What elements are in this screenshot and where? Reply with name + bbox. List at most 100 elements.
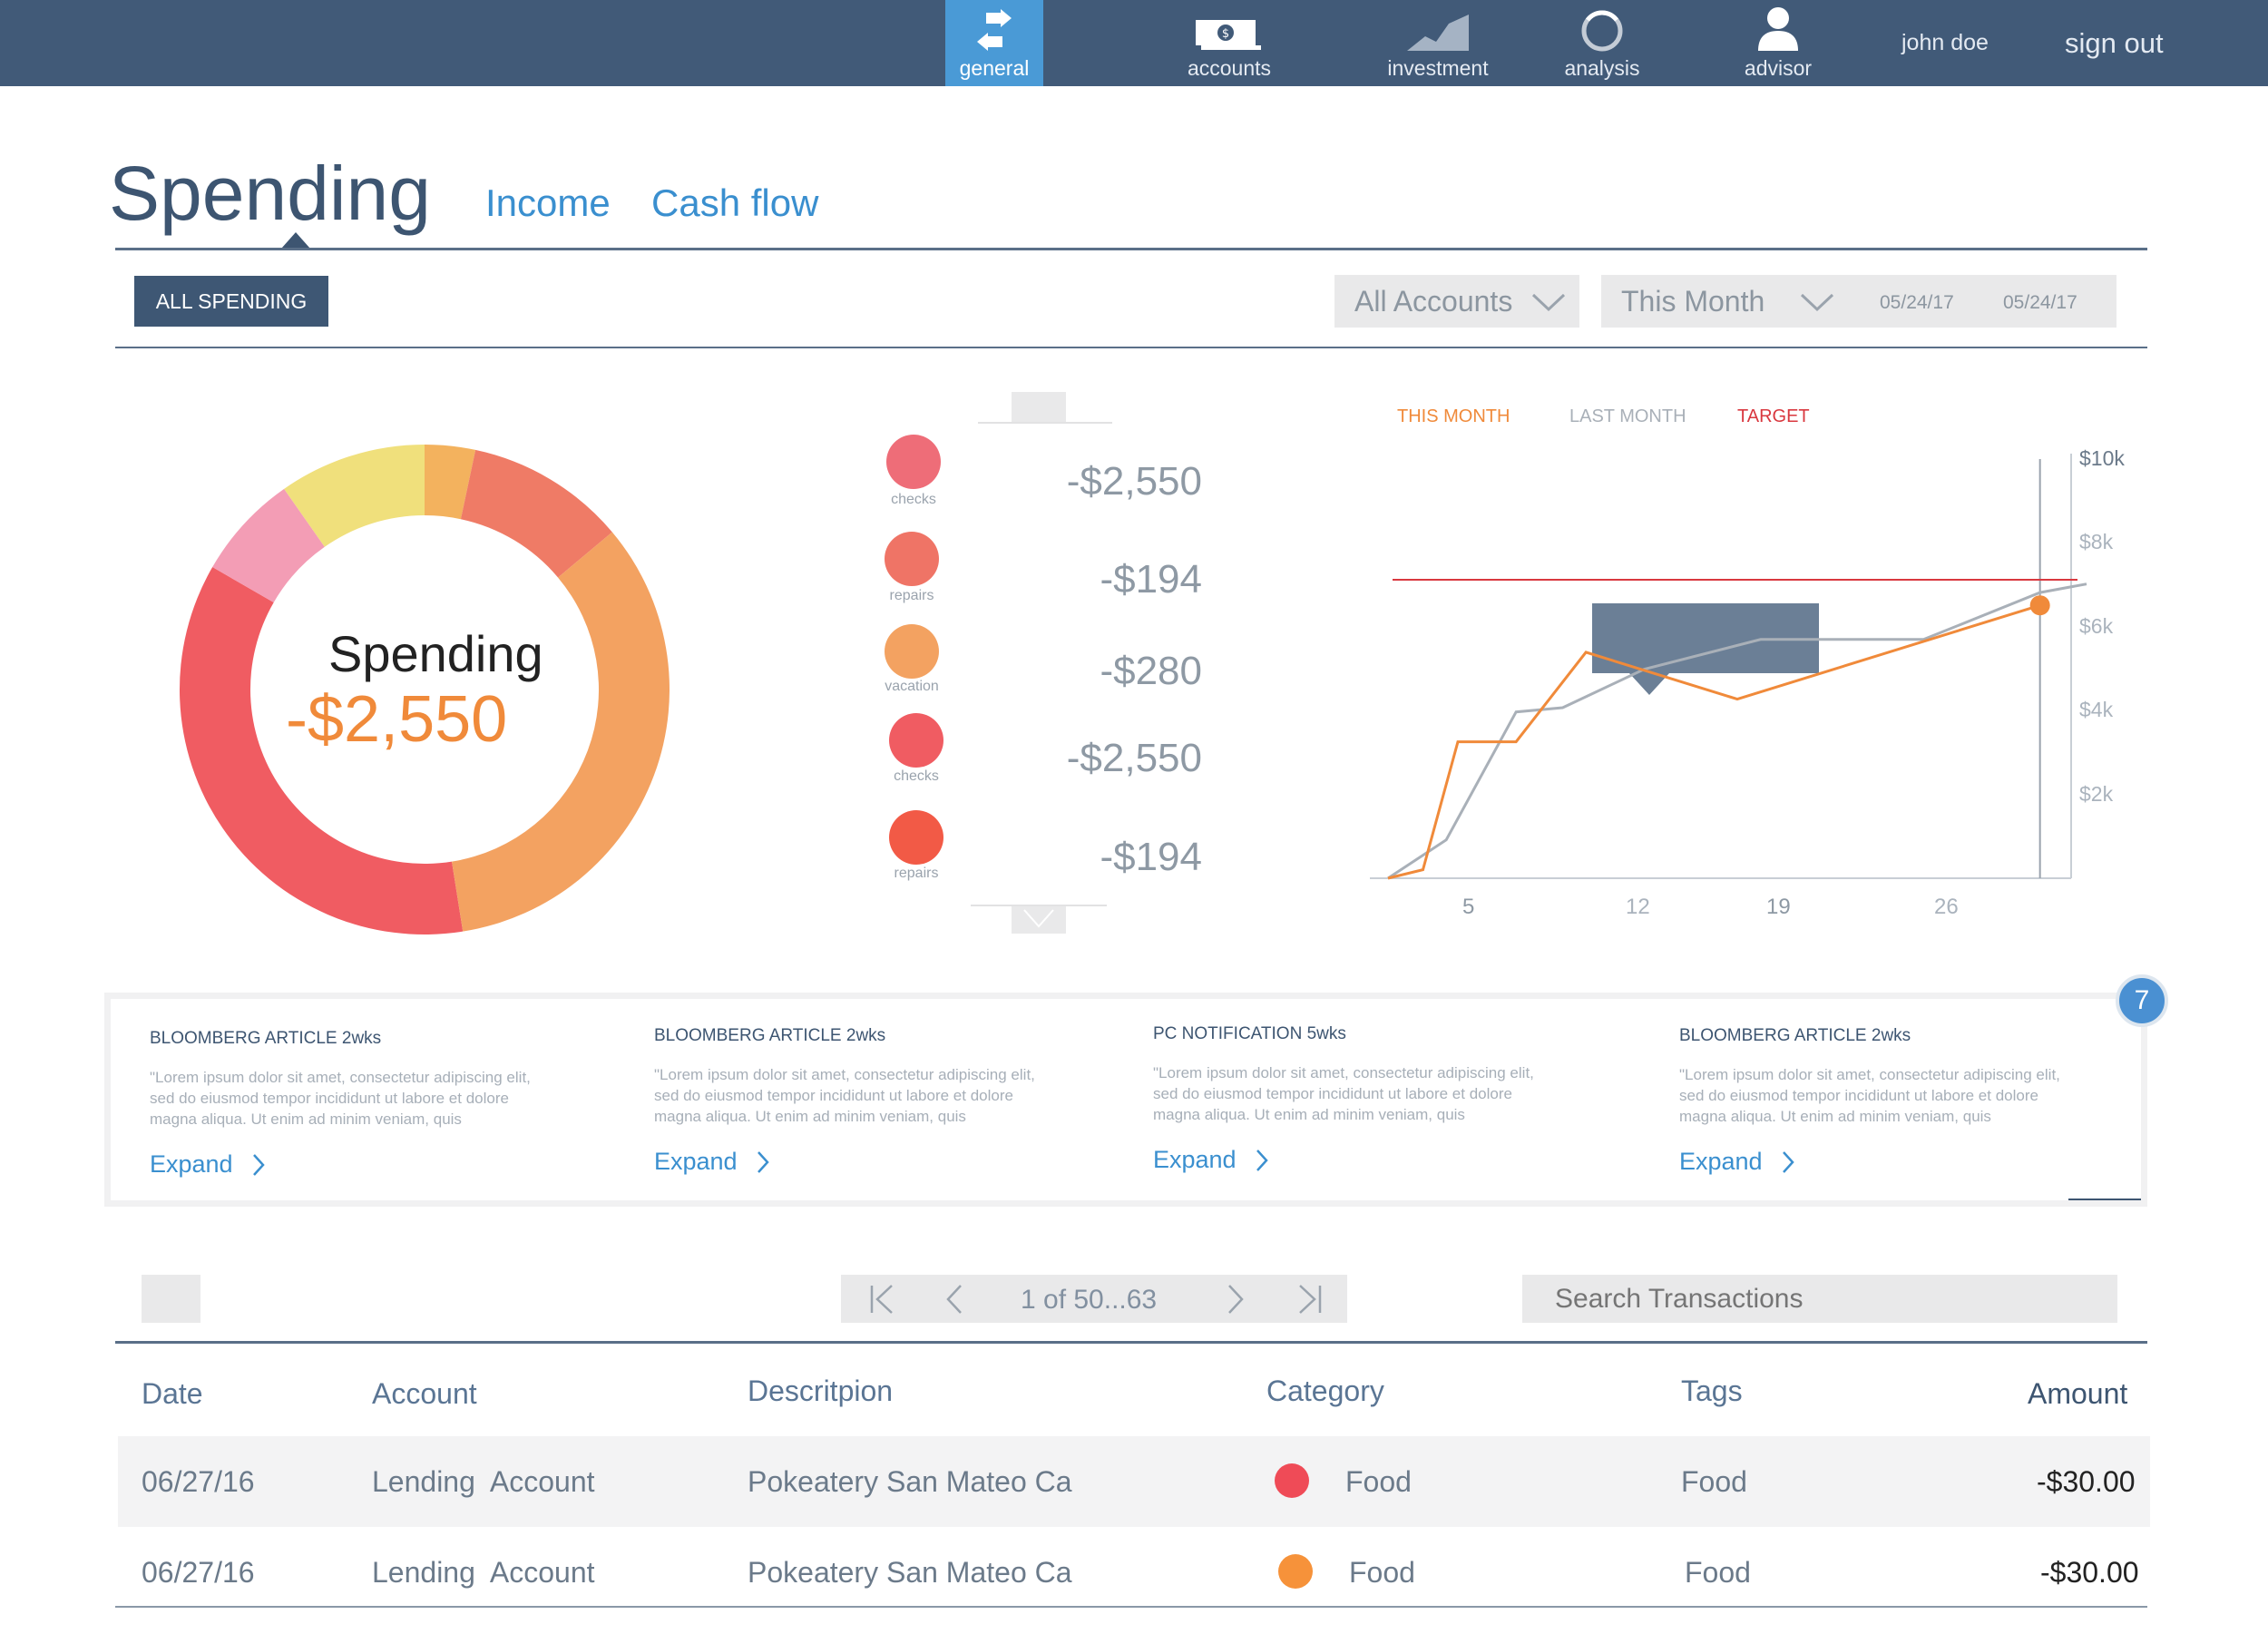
- chevron-right-icon: [252, 1153, 265, 1176]
- news-card-expand-link[interactable]: Expand: [150, 1150, 266, 1179]
- legend-this-month[interactable]: THIS MONTH: [1397, 406, 1510, 426]
- page-title[interactable]: Spending: [109, 151, 431, 236]
- donut-segment[interactable]: [452, 532, 670, 932]
- legend-dot[interactable]: [889, 810, 943, 865]
- nav-general-label: general: [959, 56, 1030, 80]
- news-card-body: "Lorem ipsum dolor sit amet, consectetur…: [1153, 1064, 1534, 1123]
- news-card-title[interactable]: BLOOMBERG ARTICLE 2wks: [654, 1026, 886, 1045]
- spending-donut-chart: [180, 445, 670, 934]
- accounts-select-value: All Accounts: [1354, 284, 1513, 318]
- legend-dot[interactable]: [885, 624, 939, 679]
- nav-analysis-label: analysis: [1564, 56, 1640, 80]
- cell-amount: -$30.00: [2037, 1465, 2136, 1498]
- first-page-icon[interactable]: [868, 1284, 899, 1315]
- pagination-bar: [841, 1275, 1347, 1323]
- expand-label: Expand: [150, 1150, 233, 1178]
- news-card-title[interactable]: PC NOTIFICATION 5wks: [1153, 1024, 1346, 1043]
- nav-investment-label: investment: [1387, 56, 1489, 80]
- select-all-box[interactable]: [142, 1275, 200, 1323]
- news-card-expand-link[interactable]: Expand: [1679, 1148, 1795, 1176]
- donut-segment[interactable]: [284, 445, 425, 547]
- date-to[interactable]: 05/24/17: [2003, 292, 2077, 313]
- chevron-right-icon: [757, 1150, 769, 1173]
- x-tick-label: 12: [1626, 895, 1650, 919]
- nav-advisor[interactable]: advisor: [1724, 0, 1833, 86]
- legend-dot[interactable]: [885, 532, 939, 586]
- news-panel: [104, 993, 2147, 1207]
- scroll-up-button[interactable]: [1012, 392, 1066, 423]
- legend-label: repairs: [894, 866, 939, 881]
- col-header-account[interactable]: Account: [372, 1377, 477, 1410]
- x-tick-label: 5: [1462, 895, 1475, 919]
- nav-analysis[interactable]: analysis: [1548, 0, 1657, 86]
- cell-category: Food: [1345, 1465, 1412, 1498]
- legend-target[interactable]: TARGET: [1737, 406, 1810, 426]
- list-top-divider: [978, 422, 1112, 424]
- news-card-expand-link[interactable]: Expand: [654, 1148, 770, 1176]
- col-header-description[interactable]: Descritpion: [748, 1375, 894, 1407]
- period-select-value: This Month: [1621, 284, 1765, 318]
- legend-dot[interactable]: [886, 435, 941, 489]
- list-bottom-divider: [971, 905, 1107, 906]
- news-card-expand-link[interactable]: Expand: [1153, 1146, 1269, 1174]
- donut-segment[interactable]: [425, 445, 476, 520]
- area-chart-icon: [1407, 15, 1469, 51]
- col-header-date[interactable]: Date: [142, 1377, 203, 1410]
- legend-last-month[interactable]: LAST MONTH: [1569, 406, 1686, 426]
- col-header-amount[interactable]: Amount: [2028, 1377, 2128, 1410]
- accounts-select[interactable]: All Accounts: [1334, 275, 1579, 328]
- nav-general[interactable]: general: [945, 0, 1043, 86]
- period-select[interactable]: This Month: [1601, 275, 2116, 328]
- scroll-down-button[interactable]: [1012, 906, 1066, 934]
- nav-investment[interactable]: investment: [1379, 0, 1497, 86]
- donut-value: -$2,550: [286, 683, 508, 756]
- user-name[interactable]: john doe: [1901, 30, 1989, 55]
- last-page-icon[interactable]: [1293, 1284, 1324, 1315]
- news-scroll-indicator: [2068, 1199, 2141, 1200]
- expand-label: Expand: [1679, 1148, 1763, 1175]
- tab-cash-flow[interactable]: Cash flow: [651, 181, 819, 224]
- news-card-title[interactable]: BLOOMBERG ARTICLE 2wks: [1679, 1026, 1911, 1045]
- chevron-down-icon: [1023, 909, 1054, 928]
- chevron-down-icon: [1531, 293, 1566, 312]
- money-stack-icon: $: [1196, 20, 1261, 50]
- transfer-arrows-icon: [977, 9, 1012, 51]
- chevron-right-icon: [1782, 1150, 1794, 1173]
- table-row[interactable]: [118, 1436, 2150, 1527]
- legend-amount: -$194: [1100, 835, 1202, 879]
- news-card-title[interactable]: BLOOMBERG ARTICLE 2wks: [150, 1029, 382, 1048]
- next-page-icon[interactable]: [1222, 1284, 1249, 1315]
- legend-amount: -$194: [1100, 557, 1202, 602]
- legend-label: checks: [891, 492, 936, 507]
- col-header-tags[interactable]: Tags: [1681, 1375, 1743, 1407]
- sign-out-link[interactable]: sign out: [2065, 26, 2164, 59]
- donut-segment[interactable]: [180, 567, 464, 934]
- nav-accounts[interactable]: $ accounts: [1170, 0, 1288, 86]
- tab-income[interactable]: Income: [485, 181, 611, 224]
- col-header-category[interactable]: Category: [1266, 1375, 1384, 1407]
- previous-page-icon[interactable]: [941, 1284, 968, 1315]
- y-tick-label: $10k: [2079, 446, 2125, 470]
- donut-segment[interactable]: [212, 488, 325, 602]
- x-tick-label: 19: [1766, 895, 1791, 919]
- current-value-marker[interactable]: [2029, 595, 2050, 616]
- date-from[interactable]: 05/24/17: [1880, 292, 1954, 313]
- legend-amount: -$2,550: [1066, 736, 1202, 780]
- news-card-body: "Lorem ipsum dolor sit amet, consectetur…: [150, 1069, 531, 1128]
- svg-text:$: $: [1222, 27, 1229, 41]
- search-transactions-input[interactable]: [1522, 1275, 2117, 1323]
- cell-description: Pokeatery San Mateo Ca: [748, 1556, 1072, 1589]
- legend-label: vacation: [885, 679, 939, 694]
- notification-count-badge[interactable]: 7: [2116, 974, 2168, 1027]
- donut-segment[interactable]: [460, 449, 612, 578]
- all-spending-button[interactable]: ALL SPENDING: [134, 276, 328, 327]
- expand-label: Expand: [654, 1148, 738, 1175]
- cell-category: Food: [1349, 1556, 1415, 1589]
- cell-account: Lending Account: [372, 1556, 595, 1589]
- cell-tags: Food: [1681, 1465, 1747, 1498]
- filter-divider: [115, 347, 2147, 348]
- chevron-down-icon: [1800, 293, 1834, 312]
- series-this-month-line[interactable]: [1387, 603, 2041, 880]
- legend-dot[interactable]: [889, 713, 943, 768]
- table-top-divider: [115, 1341, 2147, 1344]
